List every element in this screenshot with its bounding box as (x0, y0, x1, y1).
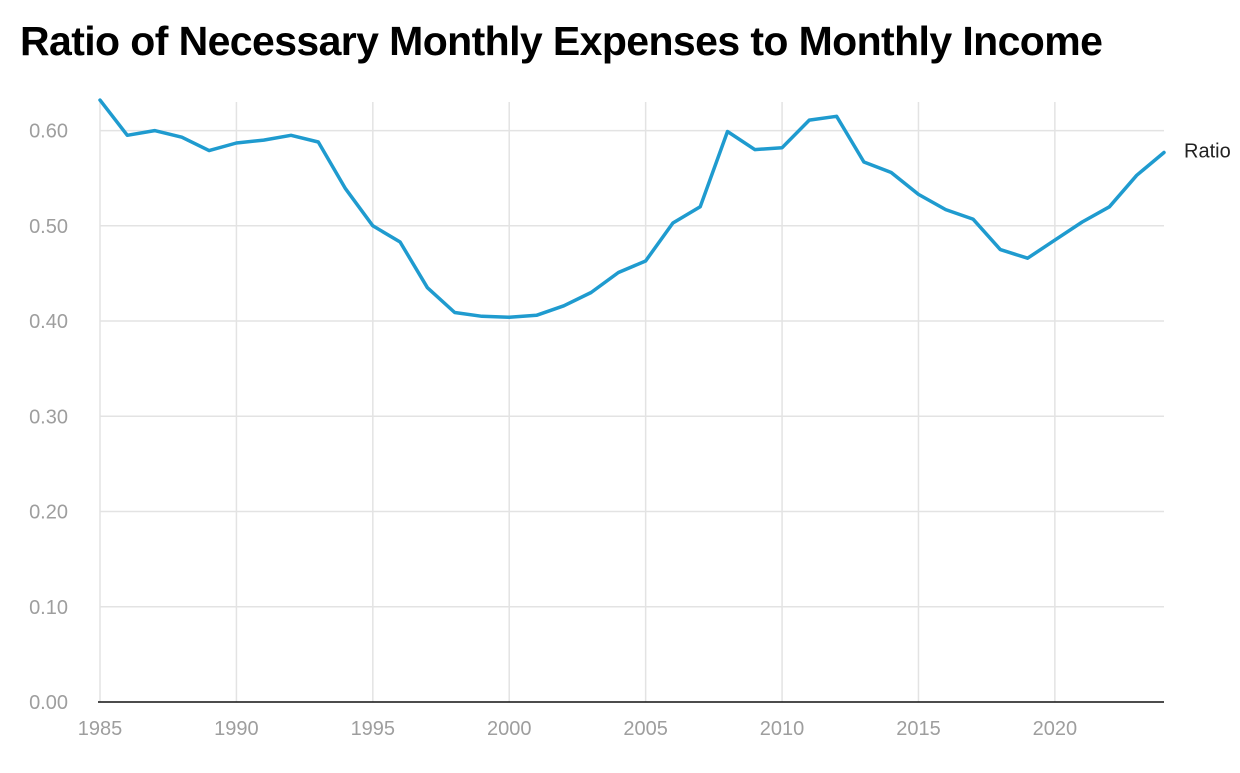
chart-title: Ratio of Necessary Monthly Expenses to M… (20, 18, 1103, 64)
y-tick-label: 0.30 (29, 406, 68, 428)
y-tick-label: 0.60 (29, 121, 68, 143)
x-tick-label: 1995 (351, 718, 396, 740)
y-tick-label: 0.00 (29, 692, 68, 714)
x-tick-label: 2005 (623, 718, 668, 740)
series-line-ratio (98, 98, 1166, 319)
x-tick-label: 2000 (487, 718, 532, 740)
x-tick-label: 2020 (1033, 718, 1078, 740)
x-tick-label: 1985 (78, 718, 123, 740)
y-tick-label: 0.20 (29, 502, 68, 524)
x-tick-label: 2015 (896, 718, 941, 740)
y-tick-label: 0.10 (29, 597, 68, 619)
series-label: Ratio (1184, 140, 1231, 162)
x-tick-label: 2010 (760, 718, 805, 740)
y-tick-label: 0.50 (29, 216, 68, 238)
x-tick-label: 1990 (214, 718, 259, 740)
y-tick-label: 0.40 (29, 311, 68, 333)
